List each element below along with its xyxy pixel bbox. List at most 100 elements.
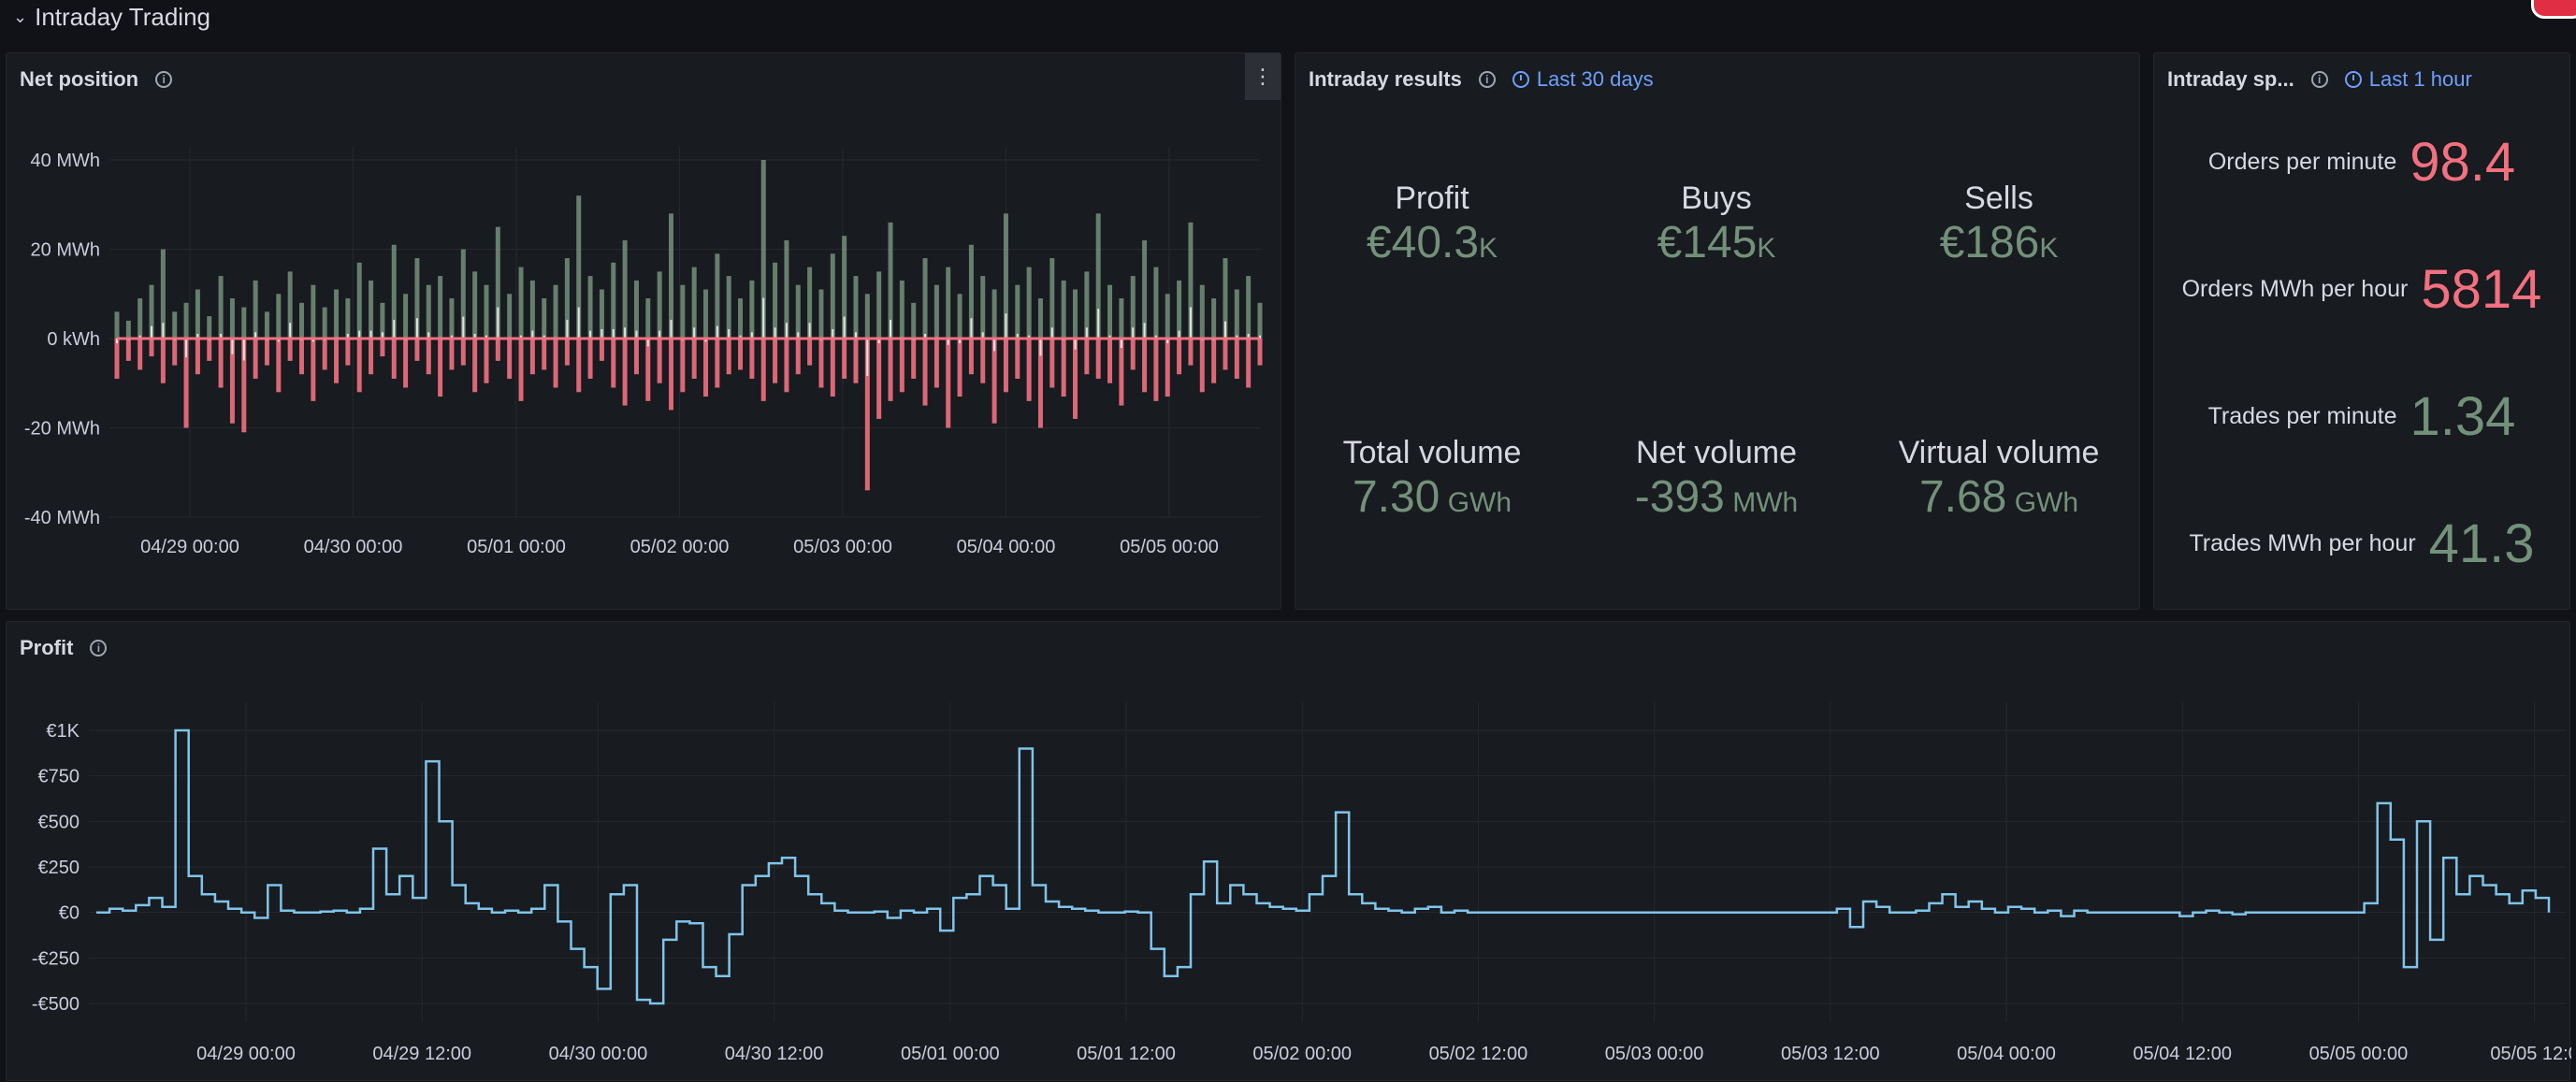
time-range-label: Last 30 days	[1536, 67, 1654, 91]
net-position-bar	[577, 307, 580, 339]
stat-value: €145K	[1585, 217, 1847, 268]
row-collapse-toggle[interactable]: ⌄ Intraday Trading	[13, 0, 210, 34]
sells-bar	[449, 298, 455, 339]
sells-bar	[876, 271, 882, 339]
net-position-bar	[138, 335, 141, 339]
buys-bar	[1153, 339, 1159, 401]
panel-title: Net position	[20, 67, 139, 91]
buys-bar	[507, 339, 513, 379]
buys-bar	[968, 339, 974, 375]
buys-bar	[1257, 339, 1263, 366]
buys-bar	[1003, 339, 1008, 393]
buys-bar	[876, 339, 882, 419]
buys-bar	[1223, 339, 1228, 370]
buys-bar	[438, 339, 443, 397]
net-position-bar	[1223, 321, 1226, 339]
x-tick-label: 05/02 00:00	[1252, 1044, 1352, 1064]
sells-bar	[264, 311, 269, 339]
buys-bar	[738, 339, 744, 370]
buys-bar	[356, 339, 362, 393]
sells-bar	[195, 289, 200, 339]
buys-bar	[114, 339, 120, 379]
x-tick-label: 05/05 12:0	[2490, 1044, 2571, 1064]
time-range-link[interactable]: Last 1 hour	[2344, 67, 2472, 92]
sells-bar	[380, 302, 385, 339]
panel-menu-button[interactable]: ⋮	[1245, 53, 1281, 100]
info-icon[interactable]: i	[1478, 71, 1496, 88]
y-tick-label: -40 MWh	[24, 508, 100, 528]
net-position-bar	[566, 319, 569, 339]
sells-bar	[460, 249, 466, 339]
buys-bar	[1119, 339, 1124, 406]
sells-bar	[1188, 222, 1194, 339]
stat-unit: GWh	[2006, 487, 2079, 518]
sells-bar	[1130, 276, 1136, 339]
stat-value: €186K	[1868, 217, 2130, 268]
panel-header: Intraday results i Last 30 days	[1295, 53, 2139, 106]
net-position-bar	[739, 335, 742, 339]
net-position-bar	[531, 330, 534, 339]
buys-bar	[1199, 339, 1205, 393]
stat-number: €145	[1657, 218, 1758, 267]
net-position-bar	[959, 339, 962, 344]
info-icon[interactable]: i	[155, 71, 173, 88]
buys-bar	[322, 339, 327, 370]
buys-bar	[472, 339, 478, 393]
net-position-chart: 40 MWh 20 MWh 0 kWh -20 MWh -40 MWh 04/29 00:…	[24, 147, 1263, 557]
time-range-link[interactable]: Last 30 days	[1512, 67, 1654, 92]
sells-bar	[587, 276, 593, 339]
intraday-speed-panel: Intraday sp... i Last 1 hour Orders per …	[2153, 52, 2570, 610]
sells-bar	[980, 276, 986, 339]
net-position-bar	[762, 297, 765, 339]
x-tick-label: 05/01 00:00	[467, 537, 566, 557]
stat-label: Profit	[1395, 180, 1469, 216]
stat-label: Sells	[1964, 180, 2033, 216]
buys-bar	[807, 339, 813, 366]
net-position-bar	[1050, 327, 1053, 339]
buys-bar	[426, 339, 431, 375]
speed-stat-row: Orders per minute 98.4	[2154, 124, 2569, 199]
buys-bar	[276, 339, 282, 393]
info-icon[interactable]: i	[2310, 71, 2328, 88]
sells-bar	[253, 280, 258, 339]
sells-bar	[137, 298, 143, 339]
net-position-bar	[890, 319, 892, 339]
speed-stat-row: Trades MWh per hour 41.3	[2154, 506, 2569, 581]
buys-bar	[125, 339, 131, 361]
net-position-bar	[162, 323, 165, 339]
sells-bar	[1026, 267, 1032, 339]
buys-bar	[264, 339, 269, 366]
net-position-bar	[624, 327, 627, 339]
x-tick-label: 05/05 00:00	[2309, 1044, 2409, 1064]
net-position-bar	[151, 325, 153, 339]
buys-bar	[691, 339, 697, 379]
net-position-bar	[1097, 309, 1100, 339]
y-tick-label: -€500	[32, 994, 80, 1015]
buys-bar	[229, 339, 235, 424]
notification-badge[interactable]	[2531, 0, 2576, 19]
sells-bar	[911, 302, 917, 339]
sells-bar	[391, 244, 397, 339]
x-tick-label: 05/04 00:00	[957, 537, 1056, 557]
intraday-results-panel: Intraday results i Last 30 days Profit €4…	[1295, 52, 2140, 610]
speed-stat-value: 41.3	[2428, 512, 2535, 574]
y-tick-label: 0 kWh	[47, 329, 100, 350]
sells-bar	[345, 298, 351, 339]
speed-stat-label: Trades per minute	[2207, 402, 2397, 429]
stat-number: 7.68	[1918, 472, 2007, 522]
info-icon[interactable]: i	[90, 640, 108, 656]
speed-stat-label: Orders per minute	[2207, 148, 2397, 175]
buys-bar	[380, 339, 385, 357]
sells-bar	[611, 262, 616, 339]
buys-bar	[957, 339, 962, 397]
stat-virtual-volume: Virtual volume 7.68 GWh	[1868, 435, 2130, 523]
sells-bar	[657, 271, 662, 339]
buys-bar	[564, 339, 570, 366]
net-position-bar	[1120, 339, 1122, 349]
buys-bar	[449, 339, 455, 370]
net-position-bar	[1108, 335, 1111, 339]
buys-bar	[1049, 339, 1055, 388]
sells-bar	[472, 271, 478, 339]
net-position-bar	[808, 323, 811, 339]
profit-chart: €1K €750 €500 €250 €0 -€250 -€500 04/29 00:00 04…	[32, 702, 2571, 1064]
